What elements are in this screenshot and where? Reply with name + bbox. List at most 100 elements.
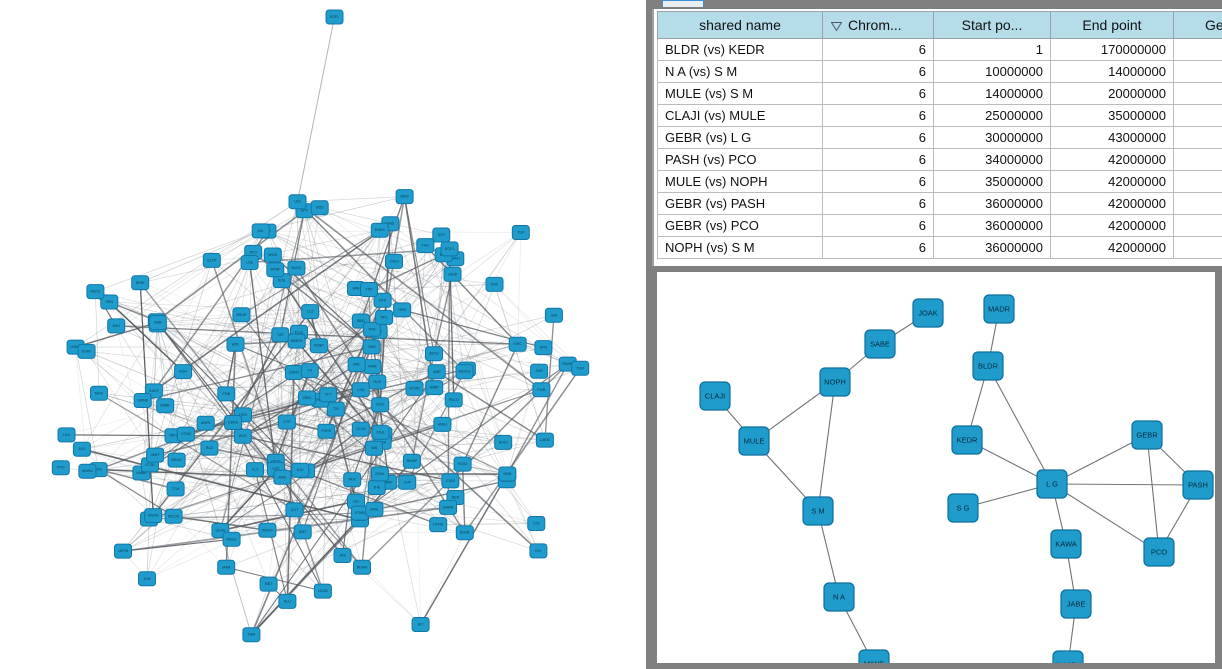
cell-shared_name[interactable]: NOPH (vs) S M	[657, 236, 823, 259]
main-network-node[interactable]: WWP	[425, 380, 444, 396]
main-network-node[interactable]: TCM	[166, 481, 185, 497]
main-network-node[interactable]: LGOD	[313, 583, 332, 599]
main-network-node[interactable]: DOKF	[77, 343, 96, 359]
main-network-node[interactable]: GMIT	[146, 447, 165, 463]
cell-shared_name[interactable]: PASH (vs) PCO	[657, 148, 823, 171]
cell-start_point[interactable]: 1	[933, 38, 1051, 61]
cell-end_point[interactable]: 42000000	[1050, 214, 1174, 237]
main-network-node[interactable]: AVWU	[78, 463, 97, 479]
sub-network-node[interactable]: CLAJI	[699, 381, 731, 411]
main-network-node[interactable]: AOJ	[72, 441, 91, 457]
cell-genetic[interactable]: 7.5	[1173, 82, 1222, 105]
main-network-node[interactable]: LCJ	[301, 304, 320, 320]
main-network-node[interactable]: RPL	[375, 309, 394, 325]
main-network-node[interactable]: WMDD	[287, 333, 306, 349]
main-network-node[interactable]: RUP	[368, 374, 387, 390]
cell-genetic[interactable]: 9.9	[1173, 236, 1222, 259]
cell-end_point[interactable]: 35000000	[1050, 104, 1174, 127]
column-header-genetic[interactable]: Genetic...	[1173, 11, 1222, 39]
main-network-node[interactable]: TJI	[300, 363, 319, 379]
main-network-node[interactable]: HNEJ	[433, 416, 452, 432]
main-network-node[interactable]: MHV	[90, 385, 108, 401]
table-row[interactable]: MULE (vs) S M614000000200000007.5	[657, 82, 1222, 105]
main-network-node[interactable]: FKIB	[532, 382, 551, 398]
main-network-node[interactable]: FFT	[319, 387, 338, 403]
main-network-node[interactable]: FENP	[309, 338, 328, 354]
main-network-node[interactable]: LEPW	[114, 543, 132, 559]
main-network-node[interactable]: COT	[285, 502, 304, 518]
main-network-node[interactable]: LAKM	[535, 432, 554, 448]
main-network-node[interactable]: ECFJ	[440, 241, 459, 257]
sub-network-edge[interactable]	[987, 365, 1053, 485]
main-network-node[interactable]: NEAW	[353, 559, 371, 575]
main-network-node[interactable]: ODD	[310, 200, 329, 216]
main-network-node[interactable]: CVKJ	[385, 253, 403, 269]
table-row[interactable]: MULE (vs) NOPH6350000004200000010.5	[657, 170, 1222, 193]
main-network-node[interactable]: LSM	[351, 382, 370, 398]
cell-shared_name[interactable]: CLAJI (vs) MULE	[657, 104, 823, 127]
table-row[interactable]: NOPH (vs) S M636000000420000009.9	[657, 236, 1222, 259]
main-network-node[interactable]: ZOP	[398, 474, 417, 490]
cell-end_point[interactable]: 42000000	[1050, 192, 1174, 215]
sub-network-node[interactable]: ALMCH	[1052, 650, 1084, 663]
cell-start_point[interactable]: 14000000	[933, 82, 1051, 105]
main-network-node[interactable]: IGFI	[432, 227, 451, 243]
cell-chromosome[interactable]: 6	[822, 236, 934, 259]
main-network-node[interactable]: JHE	[367, 480, 386, 495]
main-network-node[interactable]: HFM	[393, 302, 412, 318]
main-network-node[interactable]: THG	[416, 238, 435, 254]
table-row[interactable]: BLDR (vs) KEDR61170000000192.0	[657, 38, 1222, 61]
cell-end_point[interactable]: 42000000	[1050, 148, 1174, 171]
sub-network-node[interactable]: JABE	[1060, 589, 1092, 619]
main-network-node[interactable]: IMK	[347, 357, 366, 372]
main-network-node[interactable]: DDKE	[224, 415, 243, 430]
sub-network-node[interactable]: L G	[1036, 469, 1068, 499]
cell-shared_name[interactable]: BLDR (vs) KEDR	[657, 38, 823, 61]
main-network-node[interactable]: LSE	[240, 255, 259, 270]
main-network-node[interactable]: PVRK	[317, 423, 336, 439]
table-row[interactable]: GEBR (vs) PCO636000000420000008.4	[657, 214, 1222, 237]
cell-chromosome[interactable]: 6	[822, 192, 934, 215]
main-network-node[interactable]: DNFS	[196, 415, 215, 431]
main-network-node[interactable]: NAI	[365, 440, 383, 456]
cell-end_point[interactable]: 42000000	[1050, 236, 1174, 259]
sub-network-node[interactable]: NOPH	[819, 367, 851, 397]
sub-network-node[interactable]: N A	[823, 582, 855, 612]
main-network-node[interactable]: IIWE	[273, 469, 292, 485]
sub-network-node[interactable]: S M	[802, 496, 834, 526]
main-network-node[interactable]: MBT	[259, 576, 278, 592]
main-network-node[interactable]: WCOA	[164, 508, 183, 524]
main-network-node[interactable]: DNKS	[370, 222, 389, 238]
main-network-node[interactable]: UME	[427, 364, 446, 380]
cell-chromosome[interactable]: 6	[822, 82, 934, 105]
main-network-node[interactable]: OLTP	[202, 252, 221, 268]
main-network-node[interactable]: BOJB	[455, 525, 474, 541]
cell-chromosome[interactable]: 6	[822, 214, 934, 237]
cell-start_point[interactable]: 30000000	[933, 126, 1051, 149]
main-network-node[interactable]: WOG	[263, 247, 282, 263]
sub-network-node[interactable]: GEBR	[1131, 420, 1163, 450]
cell-genetic[interactable]: 16.9	[1173, 126, 1222, 149]
main-network-node[interactable]: PWR	[363, 359, 382, 375]
main-network-node[interactable]: IET	[411, 617, 430, 632]
main-network-node[interactable]: ZETU	[425, 346, 443, 362]
main-network-node[interactable]: ZKR	[530, 363, 549, 379]
cell-shared_name[interactable]: GEBR (vs) PCO	[657, 214, 823, 237]
main-network-node[interactable]: JNS	[333, 548, 352, 563]
main-network-node[interactable]: IGS	[529, 543, 548, 559]
main-network-node[interactable]: DMT	[293, 524, 312, 540]
sub-network-edge[interactable]	[1146, 434, 1160, 553]
main-network-node[interactable]: UDFR	[284, 365, 303, 380]
main-network-node[interactable]: WJG	[233, 428, 252, 444]
main-network-node[interactable]: BODI	[494, 434, 513, 450]
main-network-node[interactable]: ZZWL	[370, 466, 389, 482]
cell-genetic[interactable]: 11.4	[1173, 148, 1222, 171]
main-network-node[interactable]: VHC	[485, 276, 504, 292]
cell-end_point[interactable]: 42000000	[1050, 170, 1174, 193]
main-network-node[interactable]: JWH	[362, 339, 381, 355]
table-body[interactable]: BLDR (vs) KEDR61170000000192.0N A (vs) S…	[657, 38, 1222, 259]
main-network-node[interactable]: JDN	[138, 571, 156, 587]
main-network-node[interactable]: ULV	[288, 194, 307, 210]
main-network-node[interactable]: BSW	[395, 189, 414, 205]
main-network-node[interactable]: KTMD	[405, 380, 424, 396]
